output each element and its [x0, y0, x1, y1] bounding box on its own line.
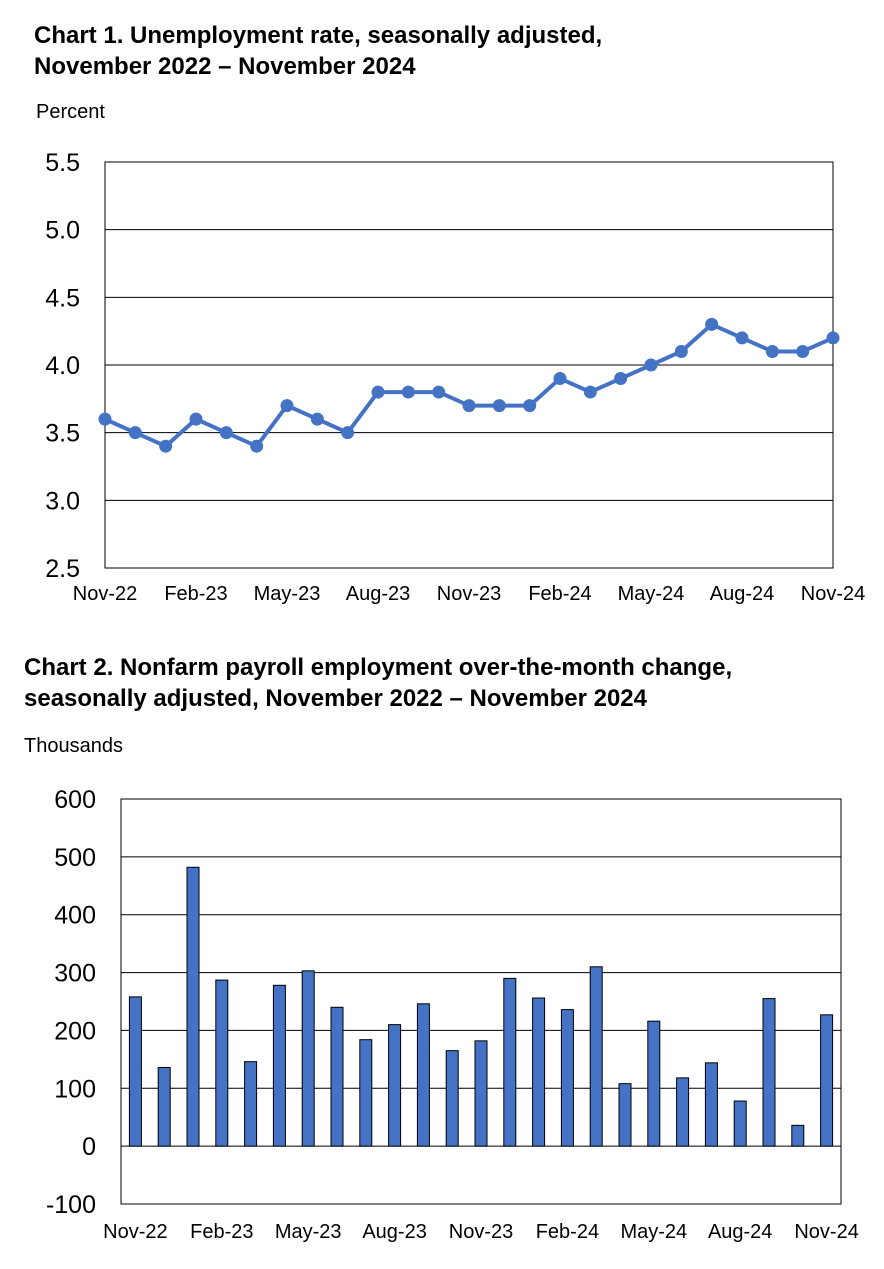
chart-2-bar — [474, 1040, 488, 1147]
chart-1-title: Chart 1. Unemployment rate, seasonally a… — [34, 20, 602, 82]
chart-1-y-tick-label: 4.0 — [45, 352, 80, 380]
chart-2-x-tick-label: Aug-24 — [708, 1221, 773, 1243]
chart-2-y-tick-label: 100 — [54, 1075, 96, 1103]
chart-1-title-line-2: November 2022 – November 2024 — [34, 53, 416, 80]
chart-1-data-point — [432, 385, 446, 399]
chart-2-bar — [301, 970, 315, 1147]
chart-2-bar — [762, 998, 776, 1147]
chart-1-y-tick-label: 3.5 — [45, 420, 80, 448]
chart-2-bar — [445, 1050, 459, 1147]
chart-1-data-point — [189, 412, 203, 426]
chart-2-bar — [791, 1124, 805, 1147]
chart-2-bar — [359, 1039, 373, 1147]
chart-1-data-point — [310, 412, 324, 426]
chart-2-bar — [330, 1006, 344, 1147]
chart-1-x-tick-label: Nov-22 — [73, 583, 137, 605]
chart-1-series-line — [104, 322, 834, 449]
chart-2-y-tick-label: 500 — [54, 844, 96, 872]
chart-2-bar — [503, 977, 517, 1147]
chart-1-y-tick-label: 3.0 — [45, 487, 80, 515]
chart-1-data-point — [250, 439, 264, 453]
chart-1-data-point — [219, 426, 233, 440]
chart-2-bar — [272, 984, 286, 1147]
chart-1-data-point — [614, 372, 628, 386]
chart-2-title-line-1: Chart 2. Nonfarm payroll employment over… — [24, 654, 733, 681]
chart-1-data-point — [583, 385, 597, 399]
chart-1-x-tick-label: Feb-24 — [528, 583, 591, 605]
chart-1-data-point — [735, 331, 749, 345]
chart-2-bar — [157, 1066, 171, 1147]
chart-2-bar — [733, 1100, 747, 1147]
chart-2-plot-frame — [120, 798, 842, 1205]
chart-1-data-point — [159, 439, 173, 453]
chart-1-data-point — [462, 399, 476, 413]
chart-1-data-point — [128, 426, 142, 440]
chart-2-x-tick-label: May-24 — [620, 1221, 687, 1243]
chart-1-y-tick-label: 5.0 — [45, 217, 80, 245]
chart-1-data-point — [523, 399, 537, 413]
chart-1-title-line-1: Chart 1. Unemployment rate, seasonally a… — [34, 22, 603, 49]
chart-2-x-tick-label: Nov-24 — [794, 1221, 858, 1243]
chart-1-y-axis-label: Percent — [36, 101, 105, 123]
chart-2-y-tick-label: 600 — [54, 786, 96, 814]
chart-2-x-tick-label: Nov-23 — [449, 1221, 513, 1243]
chart-2-bar — [560, 1009, 574, 1147]
chart-1-y-tick-label: 4.5 — [45, 284, 80, 312]
chart-1-data-point — [765, 344, 779, 358]
chart-2-bar — [618, 1083, 632, 1147]
chart-1-data-point — [371, 385, 385, 399]
chart-2-y-tick-label: 400 — [54, 902, 96, 930]
chart-2-title-line-2: seasonally adjusted, November 2022 – Nov… — [24, 685, 647, 712]
chart-1-data-point — [401, 385, 415, 399]
chart-2-bar — [704, 1062, 718, 1147]
chart-2-x-tick-label: Feb-23 — [190, 1221, 253, 1243]
chart-2-bar — [215, 979, 229, 1147]
chart-1-data-point — [98, 412, 112, 426]
chart-2-bar — [820, 1014, 834, 1147]
chart-1-x-tick-label: May-23 — [254, 583, 321, 605]
chart-2-bar — [647, 1020, 661, 1147]
chart-1-data-point — [705, 317, 719, 331]
chart-1-x-tick-label: Nov-23 — [437, 583, 501, 605]
chart-2-y-tick-label: -100 — [46, 1191, 96, 1219]
chart-1-y-tick-label: 2.5 — [45, 555, 80, 583]
chart-2-bar — [186, 866, 200, 1147]
chart-2-x-tick-label: Aug-23 — [362, 1221, 427, 1243]
chart-1-data-point — [796, 344, 810, 358]
chart-2-y-tick-label: 300 — [54, 960, 96, 988]
chart-1-data-point — [341, 426, 355, 440]
chart-2-y-tick-label: 0 — [82, 1133, 96, 1161]
chart-2-bar — [416, 1003, 430, 1147]
chart-1-data-point — [644, 358, 658, 372]
chart-2-bar — [388, 1024, 402, 1147]
chart-2-y-axis-label: Thousands — [24, 735, 123, 757]
chart-1-data-point — [826, 331, 840, 345]
chart-2-bar — [128, 996, 142, 1147]
chart-2-bar — [676, 1077, 690, 1147]
chart-1-plot-frame — [104, 161, 834, 569]
chart-2-bar — [532, 997, 546, 1147]
chart-2-x-tick-label: May-23 — [275, 1221, 342, 1243]
chart-1-data-point — [553, 372, 567, 386]
chart-1-x-tick-label: Nov-24 — [801, 583, 865, 605]
chart-1-x-tick-label: Aug-23 — [346, 583, 411, 605]
chart-2-bar — [244, 1061, 258, 1147]
chart-1-x-tick-label: May-24 — [618, 583, 685, 605]
chart-2-x-tick-label: Feb-24 — [536, 1221, 599, 1243]
chart-1-x-tick-label: Aug-24 — [710, 583, 775, 605]
chart-1-data-point — [280, 399, 294, 413]
chart-2-x-tick-label: Nov-22 — [103, 1221, 167, 1243]
chart-1-data-point — [674, 344, 688, 358]
chart-2-bar — [589, 966, 603, 1147]
chart-1-x-tick-label: Feb-23 — [164, 583, 227, 605]
chart-2-title: Chart 2. Nonfarm payroll employment over… — [24, 652, 732, 714]
chart-1-data-point — [492, 399, 506, 413]
chart-1-y-tick-label: 5.5 — [45, 149, 80, 177]
chart-2-y-tick-label: 200 — [54, 1017, 96, 1045]
